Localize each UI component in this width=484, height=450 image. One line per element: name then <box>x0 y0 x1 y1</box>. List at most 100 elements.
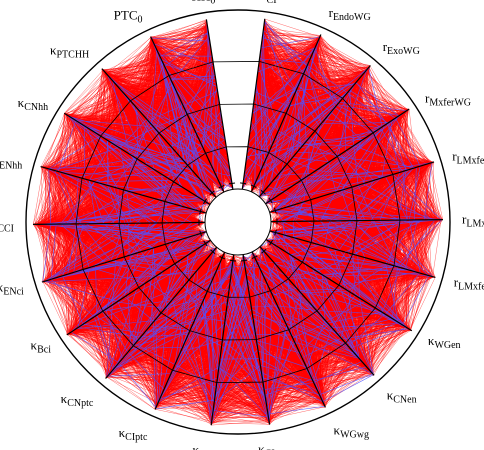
axis-label-main: κ <box>18 95 25 110</box>
axis-label-kappa_CNptc: κCNptc <box>61 391 94 409</box>
axis-label-main: κ <box>31 337 38 352</box>
axis-label-main: κ <box>387 388 394 403</box>
axis-label-C_CI: CCI <box>258 0 277 6</box>
outer-ring-circle <box>25 9 451 435</box>
axis-spoke-r_MxferWG <box>265 108 410 205</box>
axis-tick-C_CI <box>240 182 247 185</box>
axis-label-kappa_CNen: κCNen <box>387 388 417 406</box>
axis-label-kappa_WGen: κWGen <box>428 333 461 351</box>
axis-label-sub: PTCHH <box>57 50 90 61</box>
axis-label-sub: CNhh <box>24 102 48 113</box>
axis-label-main: κ <box>50 43 57 58</box>
axis-label-sub: ENhh <box>0 161 22 172</box>
axis-spoke-kappa_CNwg <box>210 254 235 426</box>
axis-label-sub: CNen <box>393 395 416 406</box>
axis-tick-kappa_CNen <box>261 248 267 254</box>
axis-label-main: κ <box>334 423 341 438</box>
axis-label-r_LMxferWG: rLMxferWG <box>452 148 484 166</box>
axis-label-kappa_PTCHH: κPTCHH <box>50 43 89 61</box>
axis-label-sub: CI <box>267 0 277 6</box>
axis-label-main: κ <box>192 442 199 450</box>
axis-label-kappa_WGwg: κWGwg <box>334 423 369 441</box>
axis-label-sub: ExoWG <box>387 46 420 57</box>
axis-spoke-kappa_CNen <box>259 246 375 376</box>
axis-tick-PTC_0 <box>218 184 225 189</box>
axis-label-main: κ <box>0 280 4 295</box>
axis-spoke-HH_0 <box>205 19 234 190</box>
axis-label-sub: WGen <box>434 340 460 351</box>
axis-tick-kappa_CIwg <box>240 259 248 262</box>
axis-label-main: r <box>383 39 388 54</box>
axis-spoke-kappa_CNptc <box>105 246 218 379</box>
axis-spoke-kappa_PTCHH <box>101 68 217 198</box>
axis-tick-r_LMxferHH <box>274 229 277 236</box>
axis-label-main: r <box>462 211 467 226</box>
axis-spoke-r_EndoWG <box>250 34 322 193</box>
axis-spoke-r_LMxferPTC <box>270 219 444 223</box>
axis-spokes <box>32 18 444 426</box>
axis-spoke-r_LMxferHH <box>269 230 436 278</box>
axis-spoke-kappa_WGen <box>265 238 413 332</box>
axis-label-r_LMxferHH: rLMxferHH <box>454 275 484 293</box>
axis-spoke-kappa_PTCCI <box>32 221 206 225</box>
axis-tick-kappa_CNwg <box>229 259 236 262</box>
axis-spoke-r_LMxferWG <box>269 161 435 213</box>
axis-label-kappa_CIptc: κCIptc <box>119 425 148 443</box>
axis-label-kappa_PTCCI: κPTCCI <box>0 217 14 235</box>
axis-label-sub: CIwg <box>265 448 287 450</box>
axis-label-sub: LMxferHH <box>458 282 484 293</box>
axis-label-main: r <box>329 5 334 20</box>
axis-spoke-PTC_0 <box>150 36 225 193</box>
axis-spoke-kappa_WGwg <box>251 251 326 408</box>
outer-ring <box>25 9 451 435</box>
axis-spoke-kappa_CIptc <box>154 251 226 410</box>
axis-label-r_LMxferPTC: rLMxferPTC <box>462 211 484 229</box>
axis-label-sub: MxferWG <box>429 98 471 109</box>
axis-label-r_EndoWG: rEndoWG <box>329 5 371 23</box>
axis-tick-r_ExoWG <box>260 189 266 195</box>
inner-hub <box>204 188 272 256</box>
axis-label-sub: ENci <box>3 287 24 298</box>
axis-label-PTC_0: PTC0 <box>114 7 143 25</box>
axis-tick-kappa_ENci <box>199 230 203 237</box>
axis-label-kappa_CNwg: κCNwg <box>192 442 225 450</box>
sample-lines <box>32 18 444 426</box>
axis-label-kappa_ENci: κENci <box>0 280 24 298</box>
axis-tick-kappa_PTCHH <box>209 190 215 196</box>
axis-spoke-kappa_CNhh <box>63 112 211 206</box>
axis-label-HH_0: HH0 <box>192 0 216 7</box>
axis-label-sub: Bci <box>37 344 51 355</box>
axis-label-sub: LMxferWG <box>457 155 484 166</box>
axis-label-sub: 0 <box>138 14 143 25</box>
axis-label-sub: PTCCI <box>0 224 14 235</box>
axis-spoke-kappa_CIwg <box>242 254 271 425</box>
axis-spoke-r_ExoWG <box>258 65 371 198</box>
axis-label-sub: 0 <box>210 0 215 7</box>
axis-spoke-kappa_ENhh <box>40 166 207 214</box>
axis-label-main: PTC <box>114 7 138 22</box>
axis-label-kappa_CNhh: κCNhh <box>18 95 48 113</box>
axis-label-sub: WGwg <box>340 430 369 441</box>
axis-tick-kappa_CNhh <box>202 198 207 205</box>
axis-label-main: κ <box>119 425 126 440</box>
axis-label-main: r <box>454 275 459 290</box>
axis-label-main: κ <box>61 391 68 406</box>
axis-label-sub: CNptc <box>67 398 94 409</box>
axis-label-kappa_CIwg: κCIwg <box>258 441 287 450</box>
axis-label-main: r <box>452 148 457 163</box>
axis-label-kappa_Bci: κBci <box>31 337 52 355</box>
axis-tick-kappa_CIptc <box>219 256 226 260</box>
axis-spoke-kappa_ENci <box>41 231 207 283</box>
axis-label-sub: LMxferPTC <box>466 218 484 229</box>
axis-label-r_ExoWG: rExoWG <box>383 39 420 57</box>
axis-tick-kappa_ENhh <box>199 208 202 215</box>
axis-tick-r_LMxferWG <box>273 207 277 214</box>
axis-tick-kappa_WGen <box>269 239 274 246</box>
axis-label-main: κ <box>258 441 265 450</box>
axis-spoke-C_CI <box>241 18 266 190</box>
axis-label-sub: CIptc <box>125 432 148 443</box>
axis-label-main: κ <box>428 333 435 348</box>
